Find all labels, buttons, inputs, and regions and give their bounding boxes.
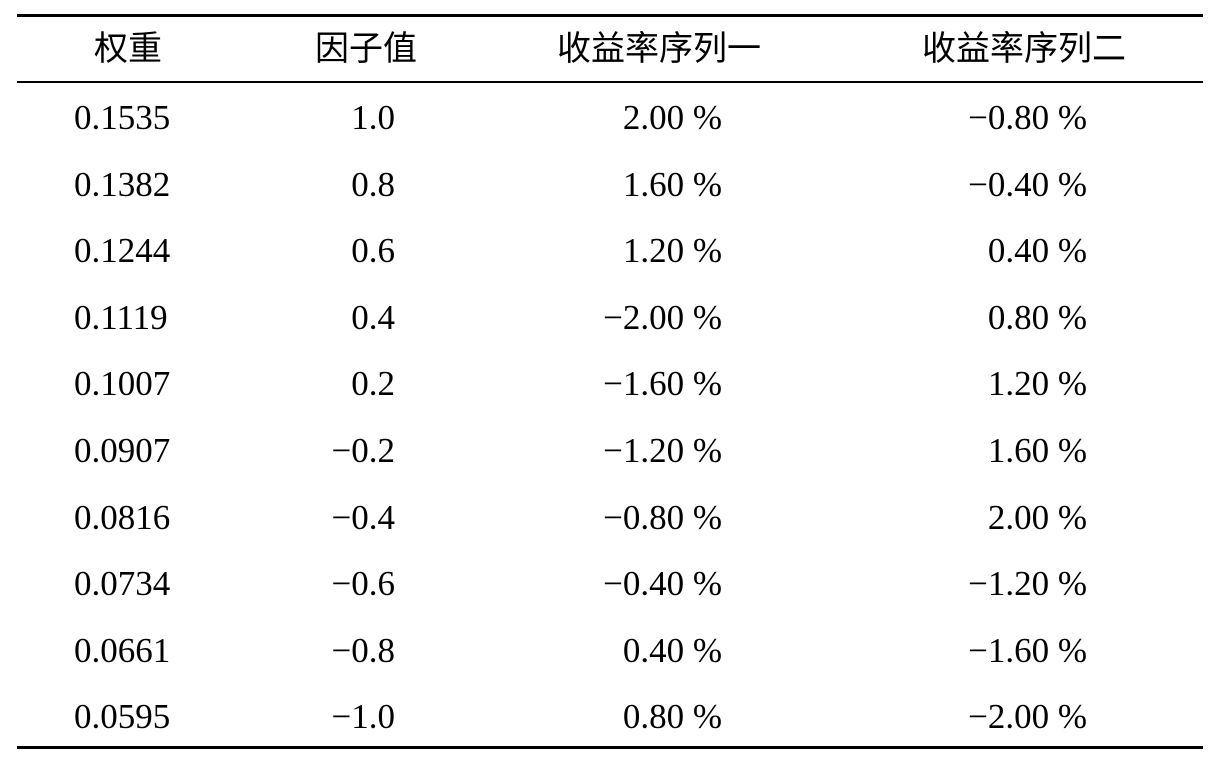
cell-return-series-2: 0.80 % <box>987 298 1087 337</box>
cell-factor-value: 0.8 <box>351 165 395 204</box>
cell-return-series-2: 1.60 % <box>987 431 1087 470</box>
cell-weight: 0.1007 <box>74 364 171 403</box>
cell-return-series-1: 1.60 % <box>622 165 722 204</box>
cell-weight: 0.0595 <box>74 697 171 736</box>
cell-return-series-2: 2.00 % <box>987 498 1087 537</box>
cell-return-series-1: −1.20 % <box>603 431 722 470</box>
cell-return-series-1: 0.40 % <box>622 631 722 670</box>
cell-return-series-1: −0.80 % <box>603 498 722 537</box>
cell-return-series-1: −2.00 % <box>603 298 722 337</box>
cell-weight: 0.0734 <box>74 564 171 603</box>
cell-weight: 0.1382 <box>74 165 171 204</box>
cell-factor-value: −0.8 <box>331 631 396 670</box>
cell-weight: 0.0661 <box>74 631 171 670</box>
cell-return-series-1: −0.40 % <box>603 564 722 603</box>
cell-weight: 0.0816 <box>74 498 171 537</box>
header-weight: 权重 <box>94 29 162 69</box>
cell-weight: 0.0907 <box>74 431 171 470</box>
header-return-series-1: 收益率序列一 <box>557 29 761 69</box>
cell-return-series-2: 1.20 % <box>987 364 1087 403</box>
cell-weight: 0.1119 <box>74 298 168 337</box>
cell-weight: 0.1244 <box>74 231 171 270</box>
top-rule <box>17 14 1203 17</box>
cell-return-series-2: 0.40 % <box>987 231 1087 270</box>
cell-factor-value: 0.6 <box>351 231 395 270</box>
cell-factor-value: 0.2 <box>351 364 395 403</box>
cell-weight: 0.1535 <box>74 98 171 137</box>
cell-factor-value: 0.4 <box>351 298 395 337</box>
cell-factor-value: −0.4 <box>331 498 396 537</box>
cell-return-series-2: −2.00 % <box>968 697 1087 736</box>
cell-factor-value: 1.0 <box>351 98 395 137</box>
header-return-series-2: 收益率序列二 <box>922 29 1126 69</box>
cell-factor-value: −0.6 <box>331 564 396 603</box>
cell-return-series-2: −0.40 % <box>968 165 1087 204</box>
header-rule <box>17 81 1203 83</box>
bottom-rule <box>17 746 1203 749</box>
cell-return-series-1: 2.00 % <box>622 98 722 137</box>
cell-return-series-2: −1.20 % <box>968 564 1087 603</box>
cell-factor-value: −0.2 <box>331 431 396 470</box>
cell-return-series-2: −1.60 % <box>968 631 1087 670</box>
header-factor-value: 因子值 <box>315 29 417 69</box>
cell-factor-value: −1.0 <box>331 697 396 736</box>
cell-return-series-2: −0.80 % <box>968 98 1087 137</box>
cell-return-series-1: 1.20 % <box>622 231 722 270</box>
cell-return-series-1: −1.60 % <box>603 364 722 403</box>
cell-return-series-1: 0.80 % <box>622 697 722 736</box>
